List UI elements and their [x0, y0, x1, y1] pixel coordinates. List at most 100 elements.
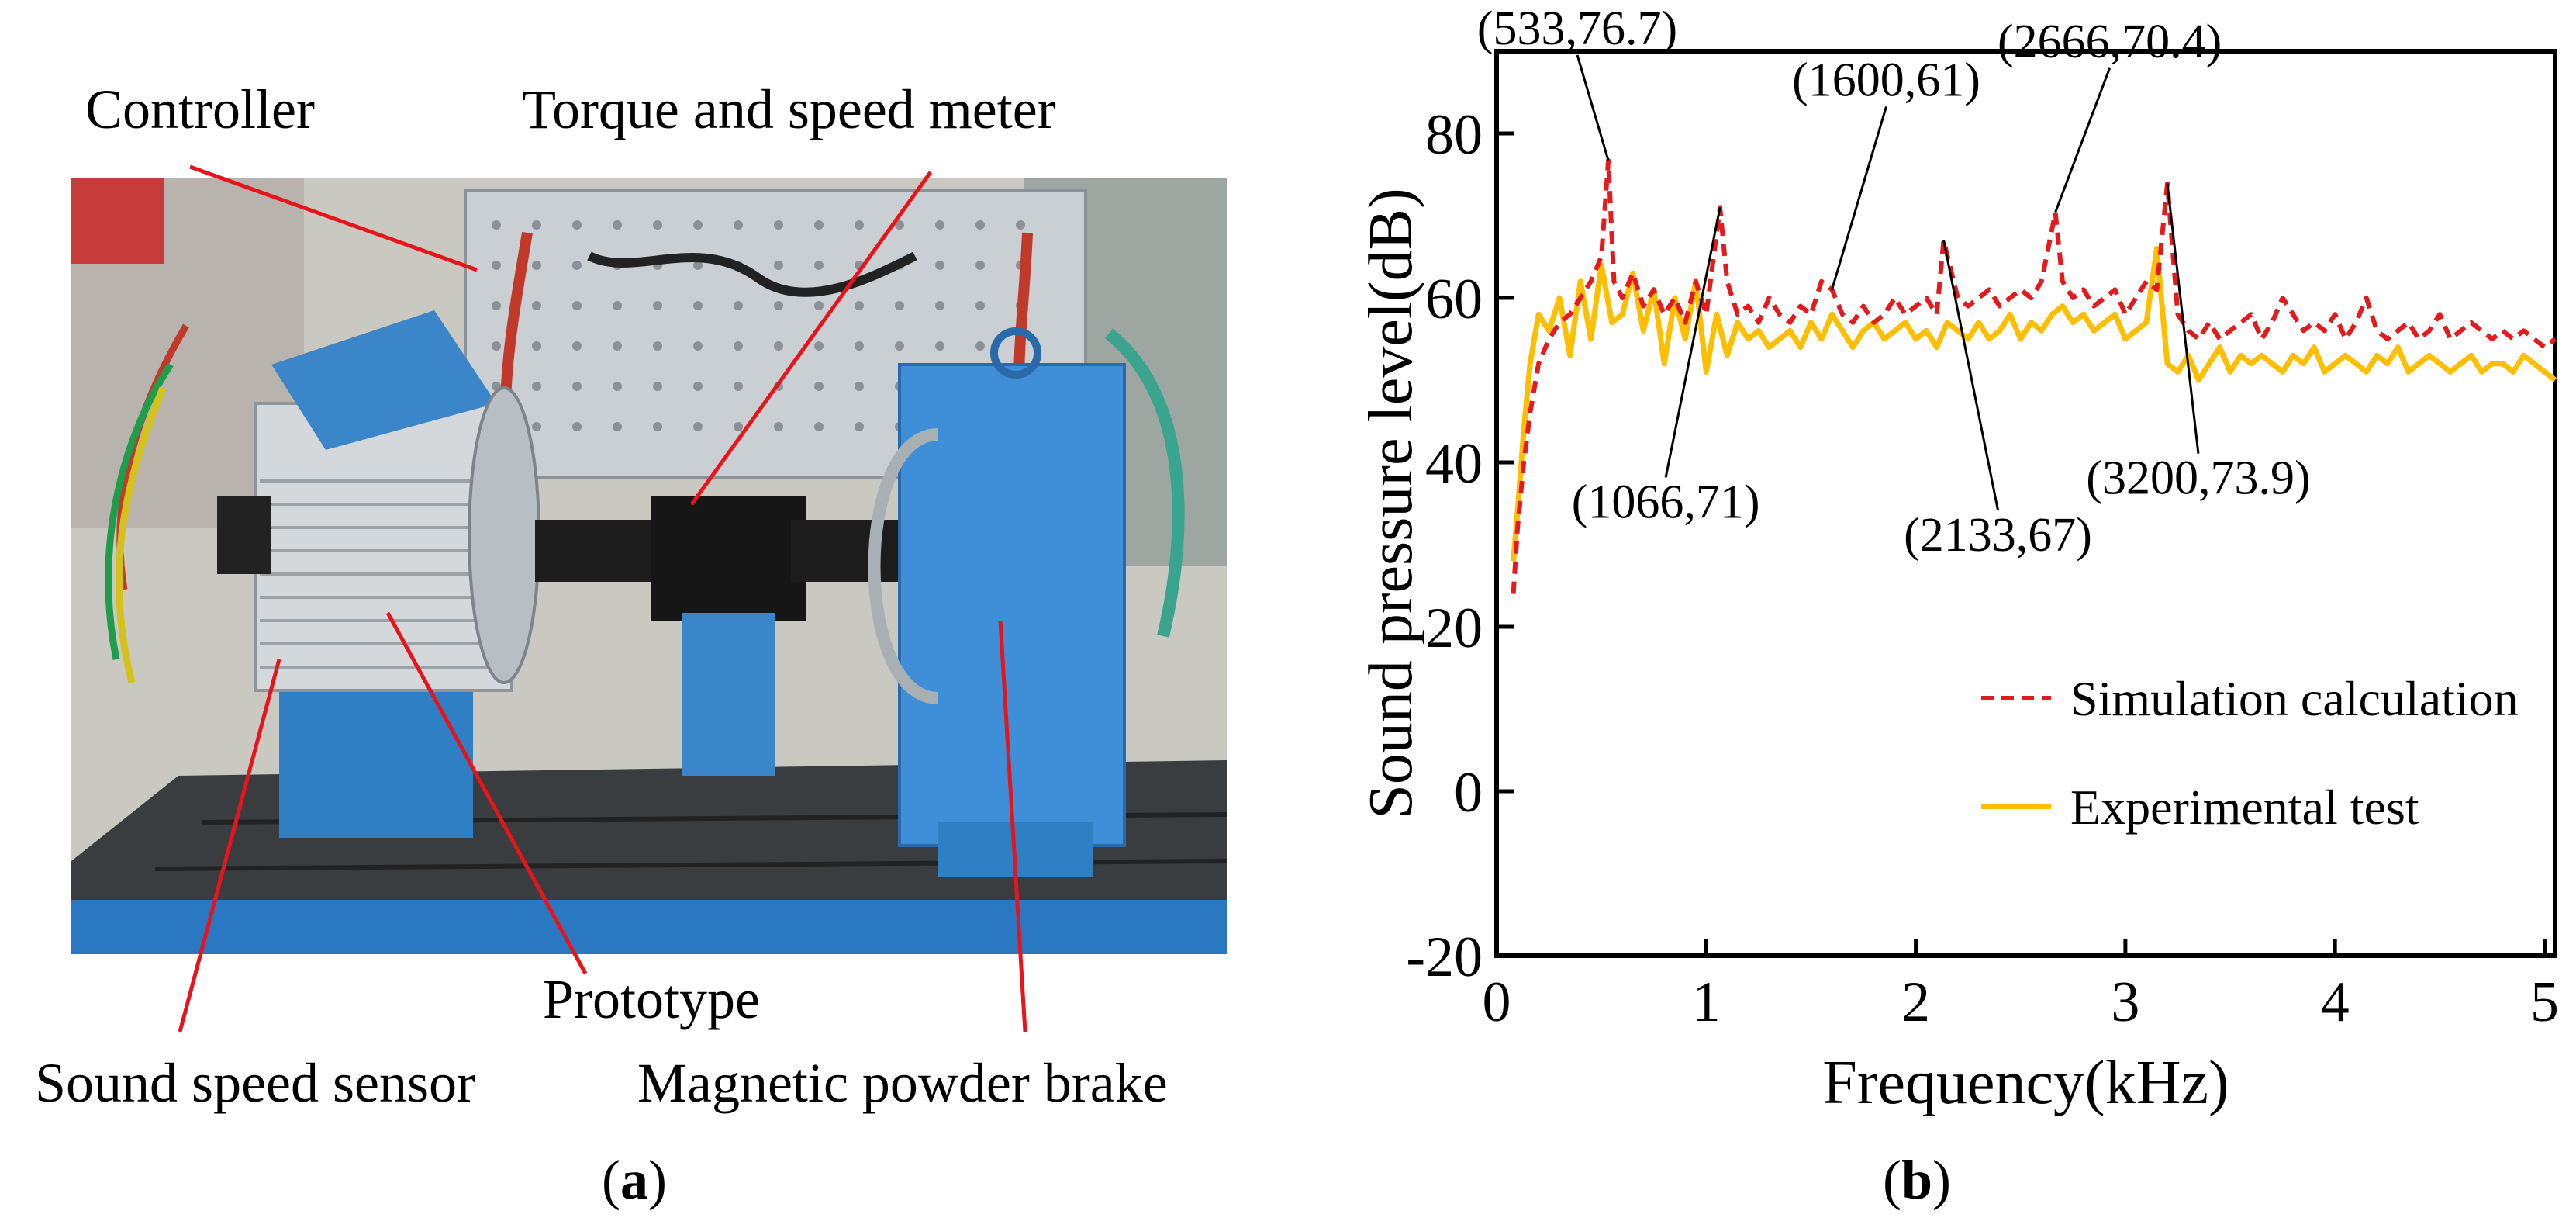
panel-hole	[814, 341, 824, 351]
panel-hole	[693, 382, 703, 391]
panel-hole	[613, 382, 622, 391]
panel-hole	[814, 422, 824, 431]
caption-b: (b)	[1883, 1149, 1951, 1211]
panel-hole	[532, 261, 541, 270]
y-tick-label: 20	[1425, 597, 1483, 660]
panel-hole	[532, 382, 541, 391]
panel-hole	[693, 261, 703, 270]
caption-a-open: (	[602, 1149, 620, 1211]
annotation-leader	[2166, 183, 2200, 454]
motor-rear-cap	[217, 496, 271, 574]
panel-hole	[814, 301, 824, 310]
panel-hole	[935, 341, 944, 351]
label-pointers	[178, 164, 1027, 1033]
meter-stand	[682, 613, 775, 776]
plot-frame	[1494, 49, 2557, 958]
legend: Simulation calculation Experimental test	[1981, 671, 2519, 835]
panel-hole	[653, 220, 662, 230]
panel-hole	[532, 341, 541, 351]
x-axis: 0 1 2 3 4 5	[1483, 939, 2559, 1034]
torque-meter	[651, 496, 806, 621]
red-object	[71, 178, 164, 264]
panel-hole	[774, 261, 783, 270]
legend-label: Simulation calculation	[2070, 671, 2519, 726]
panel-hole	[975, 261, 985, 270]
caption-b-open: (	[1883, 1149, 1901, 1211]
annotation-layer: (533,76.7) (1066,71) (1600,61) (2133,67) (26…	[1477, 2, 2311, 562]
motor-fins	[260, 479, 508, 669]
annotation-label: (2133,67)	[1904, 509, 2092, 562]
coupling-right	[791, 520, 915, 582]
green-wire	[105, 362, 174, 660]
test-bench-figure: Controller Torque and speed meter Protot…	[35, 78, 1228, 1211]
panel-hole	[734, 341, 743, 351]
panel-hole	[734, 422, 743, 431]
brake-lift-ring	[990, 327, 1041, 379]
panel-hole	[613, 220, 622, 230]
panel-hole	[492, 261, 501, 270]
panel-hole	[653, 422, 662, 431]
panel-hole	[734, 220, 743, 230]
panel-hole	[572, 341, 582, 351]
panel-hole	[935, 220, 944, 230]
panel-hole	[653, 382, 662, 391]
panel-hole	[492, 301, 501, 310]
annotation-leader	[1942, 240, 2000, 511]
label-controller: Controller	[85, 78, 315, 140]
label-brake: Magnetic powder brake	[637, 1052, 1168, 1114]
panel-hole	[814, 261, 824, 270]
annotation-leader	[1831, 106, 1887, 290]
panel-hole	[774, 301, 783, 310]
panel-hole	[814, 382, 824, 391]
panel-hole	[693, 341, 703, 351]
label-sound-sensor: Sound speed sensor	[35, 1052, 475, 1114]
x-tick-label: 0	[1483, 970, 1511, 1034]
panel-hole	[1016, 220, 1025, 230]
annotation-leader	[1664, 207, 1721, 478]
test-bench-photo	[71, 178, 1228, 954]
x-axis-label: Frequency(kHz)	[1822, 1049, 2229, 1117]
caption-a: (a)	[602, 1149, 667, 1211]
panel-hole	[572, 382, 582, 391]
panel-hole	[693, 422, 703, 431]
motor-terminal-box	[271, 310, 496, 450]
caption-b-letter: b	[1901, 1149, 1932, 1211]
panel-hole	[975, 341, 985, 351]
panel-hole	[774, 341, 783, 351]
panel-hole	[693, 301, 703, 310]
x-tick-label: 3	[2111, 970, 2139, 1034]
series-layer	[1511, 158, 2557, 594]
black-cable	[587, 251, 917, 297]
panel-hole	[532, 301, 541, 310]
panel-hole	[572, 261, 582, 270]
y-axis: -20 0 20 40 60 80	[1406, 103, 1514, 989]
y-tick-label: 0	[1454, 761, 1483, 825]
legend-label: Experimental test	[2070, 780, 2419, 835]
panel-hole	[935, 261, 944, 270]
panel-hole	[855, 422, 864, 431]
panel-hole	[613, 341, 622, 351]
panel-hole	[774, 422, 783, 431]
y-tick-label: 40	[1425, 432, 1483, 496]
panel-hole	[975, 301, 985, 310]
x-tick-label: 5	[2530, 970, 2559, 1034]
panel-hole	[855, 220, 864, 230]
panel-hole	[734, 382, 743, 391]
bench-rail	[71, 900, 1227, 954]
hose	[1105, 328, 1185, 638]
x-tick-label: 1	[1692, 970, 1721, 1034]
panel-a: Controller Torque and speed meter Protot…	[35, 78, 1228, 1211]
x-tick-label: 4	[2321, 970, 2350, 1034]
annotation-label: (2666,70.4)	[1998, 16, 2222, 68]
annotation-label: (1066,71)	[1572, 476, 1760, 528]
motor-flange	[468, 386, 540, 684]
panel-hole	[774, 220, 783, 230]
pointer-prototype	[385, 611, 588, 975]
panel-hole	[613, 301, 622, 310]
panel-hole	[532, 422, 541, 431]
caption-b-close: )	[1932, 1149, 1951, 1211]
annotation-label: (1600,61)	[1792, 54, 1980, 106]
panel-hole	[693, 220, 703, 230]
panel-hole	[855, 341, 864, 351]
